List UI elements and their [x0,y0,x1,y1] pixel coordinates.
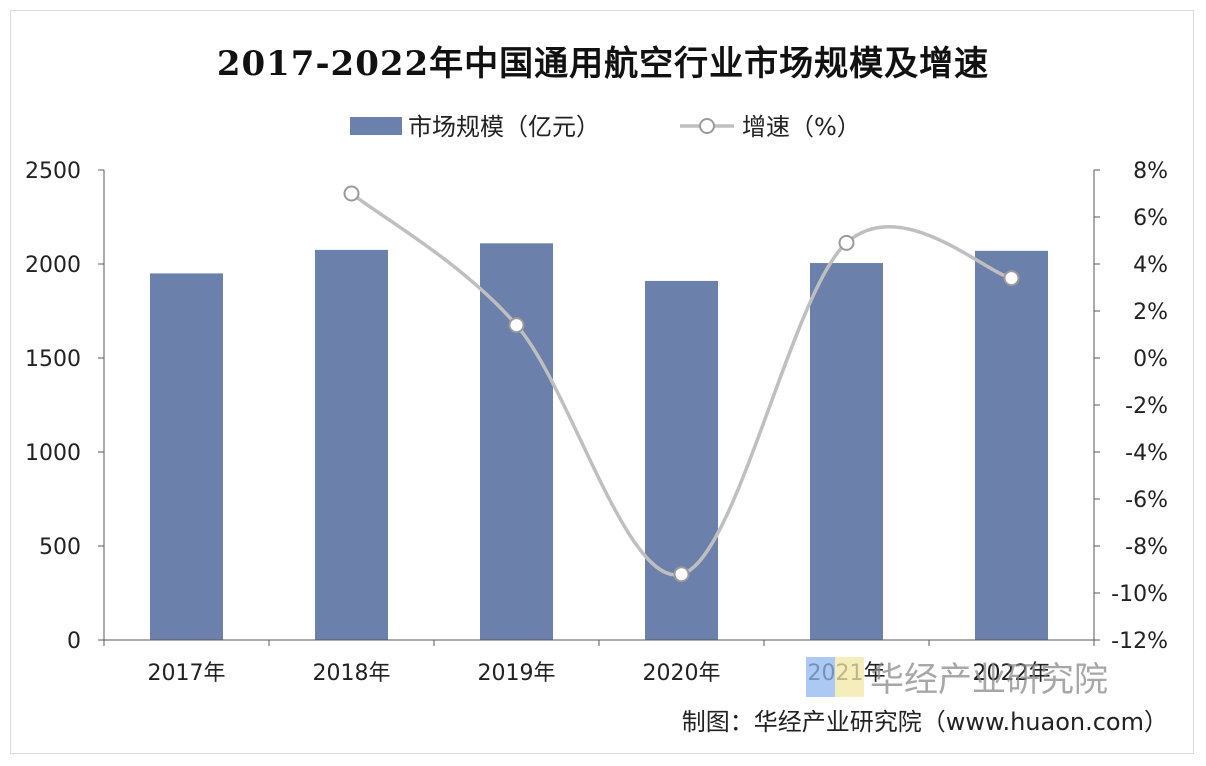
y-right-tick-label-6: 0% [1133,347,1168,372]
growth-point-2 [508,317,525,334]
legend-line-marker [699,118,715,134]
y-left-tick-label-4: 2000 [25,253,81,278]
line-layer [343,185,1020,583]
y-right-tick-label-1: -10% [1111,582,1168,607]
legend-line-label: 增速（%） [742,113,861,141]
watermark: 华经产业研究院 [806,652,1108,701]
legend-bar-swatch [350,117,402,135]
axes-layer: 0 500 1000 1500 2000 2500 -12% -10% -8% -6% -4% -2%… [25,159,1168,686]
y-left-tick-label-1: 500 [39,535,81,560]
x-tick-label-1: 2018年 [313,661,391,686]
growth-point-1 [343,185,360,202]
watermark-logo-icon [806,656,864,697]
y-right-tick-label-4: -4% [1125,441,1168,466]
bar-4 [810,263,883,640]
y-left-tick-label-0: 0 [67,629,81,654]
y-right-tick-label-2: -8% [1125,535,1168,560]
bar-0 [150,273,223,640]
y-right-tick-label-7: 2% [1133,300,1168,325]
x-tick-label-0: 2017年 [148,661,226,686]
source-note: 制图：华经产业研究院（www.huaon.com） [681,708,1168,736]
y-right-tick-label-3: -6% [1125,488,1168,513]
bars-layer [150,243,1048,640]
legend: 市场规模（亿元） 增速（%） [350,113,861,141]
x-tick-label-5: 2022年 [973,661,1051,686]
y-left-tick-label-3: 1500 [25,347,81,372]
y-right-tick-label-0: -12% [1111,629,1168,654]
bar-5 [975,250,1048,640]
y-right-tick-label-9: 6% [1133,206,1168,231]
bar-3 [645,280,718,640]
bar-2 [480,243,553,640]
growth-point-5 [1003,270,1020,287]
y-left-tick-label-2: 1000 [25,441,81,466]
x-tick-label-2: 2019年 [478,661,556,686]
growth-point-4 [838,234,855,251]
x-tick-label-3: 2020年 [643,661,721,686]
y-right-tick-label-5: -2% [1125,394,1168,419]
bar-1 [315,249,388,640]
chart-title: 2017-2022年中国通用航空行业市场规模及增速 [216,44,990,84]
watermark-text: 华经产业研究院 [870,660,1108,700]
legend-bar-label: 市场规模（亿元） [408,113,600,141]
y-left-tick-label-5: 2500 [25,159,81,184]
growth-point-3 [673,566,690,583]
y-right-tick-label-8: 4% [1133,253,1168,278]
y-right-tick-label-10: 8% [1133,159,1168,184]
